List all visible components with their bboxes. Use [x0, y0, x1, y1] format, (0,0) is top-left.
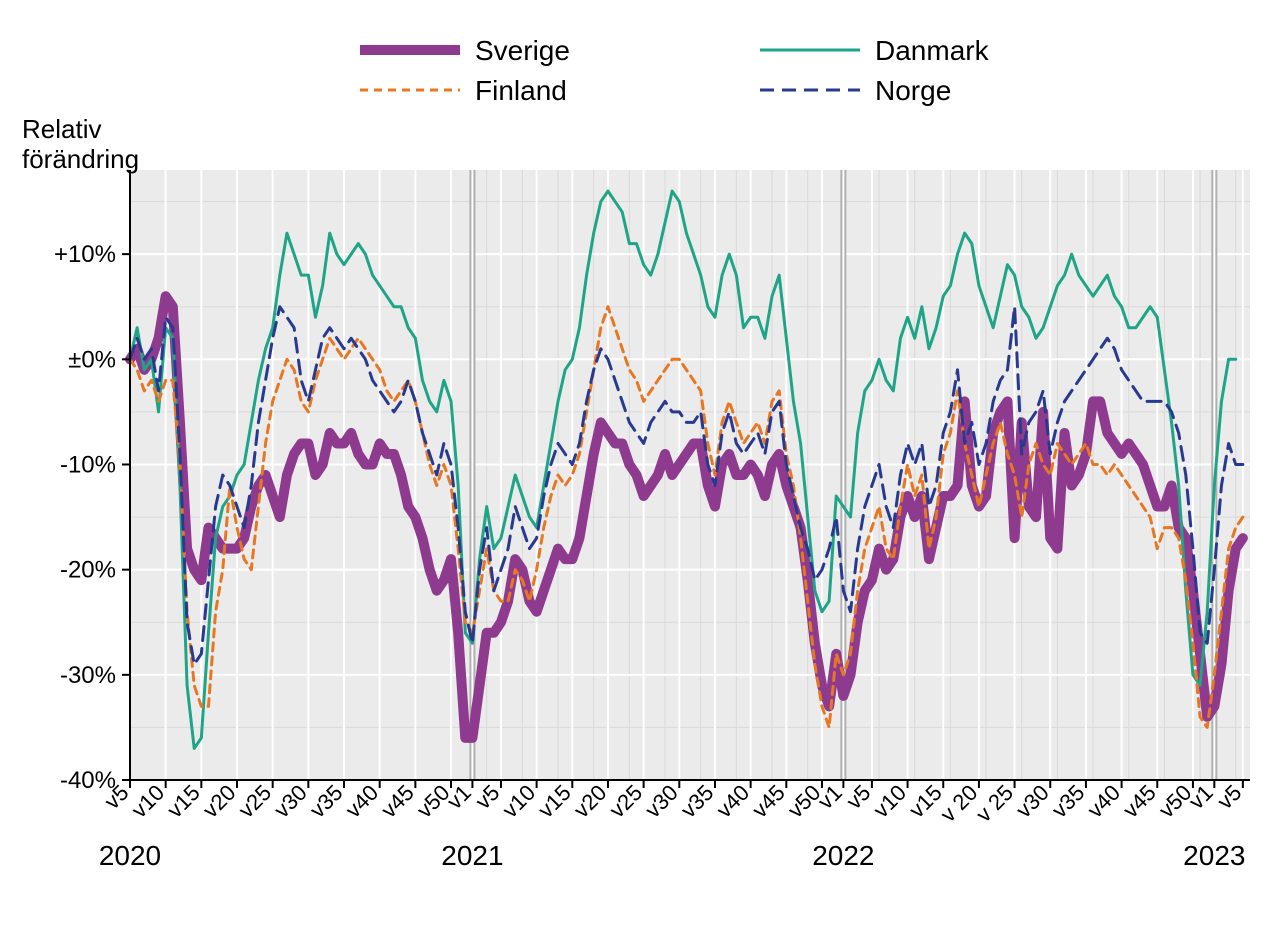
- year-label: 2023: [1183, 840, 1245, 871]
- y-axis-title-2: förändring: [22, 144, 139, 174]
- y-axis-title-1: Relativ: [22, 114, 101, 144]
- year-label: 2020: [99, 840, 161, 871]
- y-tick-label: -10%: [60, 451, 116, 478]
- y-tick-label: -30%: [60, 662, 116, 689]
- legend-label-danmark: Danmark: [875, 35, 990, 66]
- chart-container: -40%-30%-20%-10%±0%+10%v5v10v15v20v25v30…: [0, 0, 1280, 931]
- y-tick-label: -20%: [60, 557, 116, 584]
- y-tick-label: +10%: [54, 241, 116, 268]
- y-tick-label: ±0%: [68, 346, 116, 373]
- year-label: 2022: [812, 840, 874, 871]
- legend-label-sverige: Sverige: [475, 35, 570, 66]
- legend-label-finland: Finland: [475, 75, 567, 106]
- year-label: 2021: [441, 840, 503, 871]
- chart-svg: -40%-30%-20%-10%±0%+10%v5v10v15v20v25v30…: [0, 0, 1280, 931]
- legend-label-norge: Norge: [875, 75, 951, 106]
